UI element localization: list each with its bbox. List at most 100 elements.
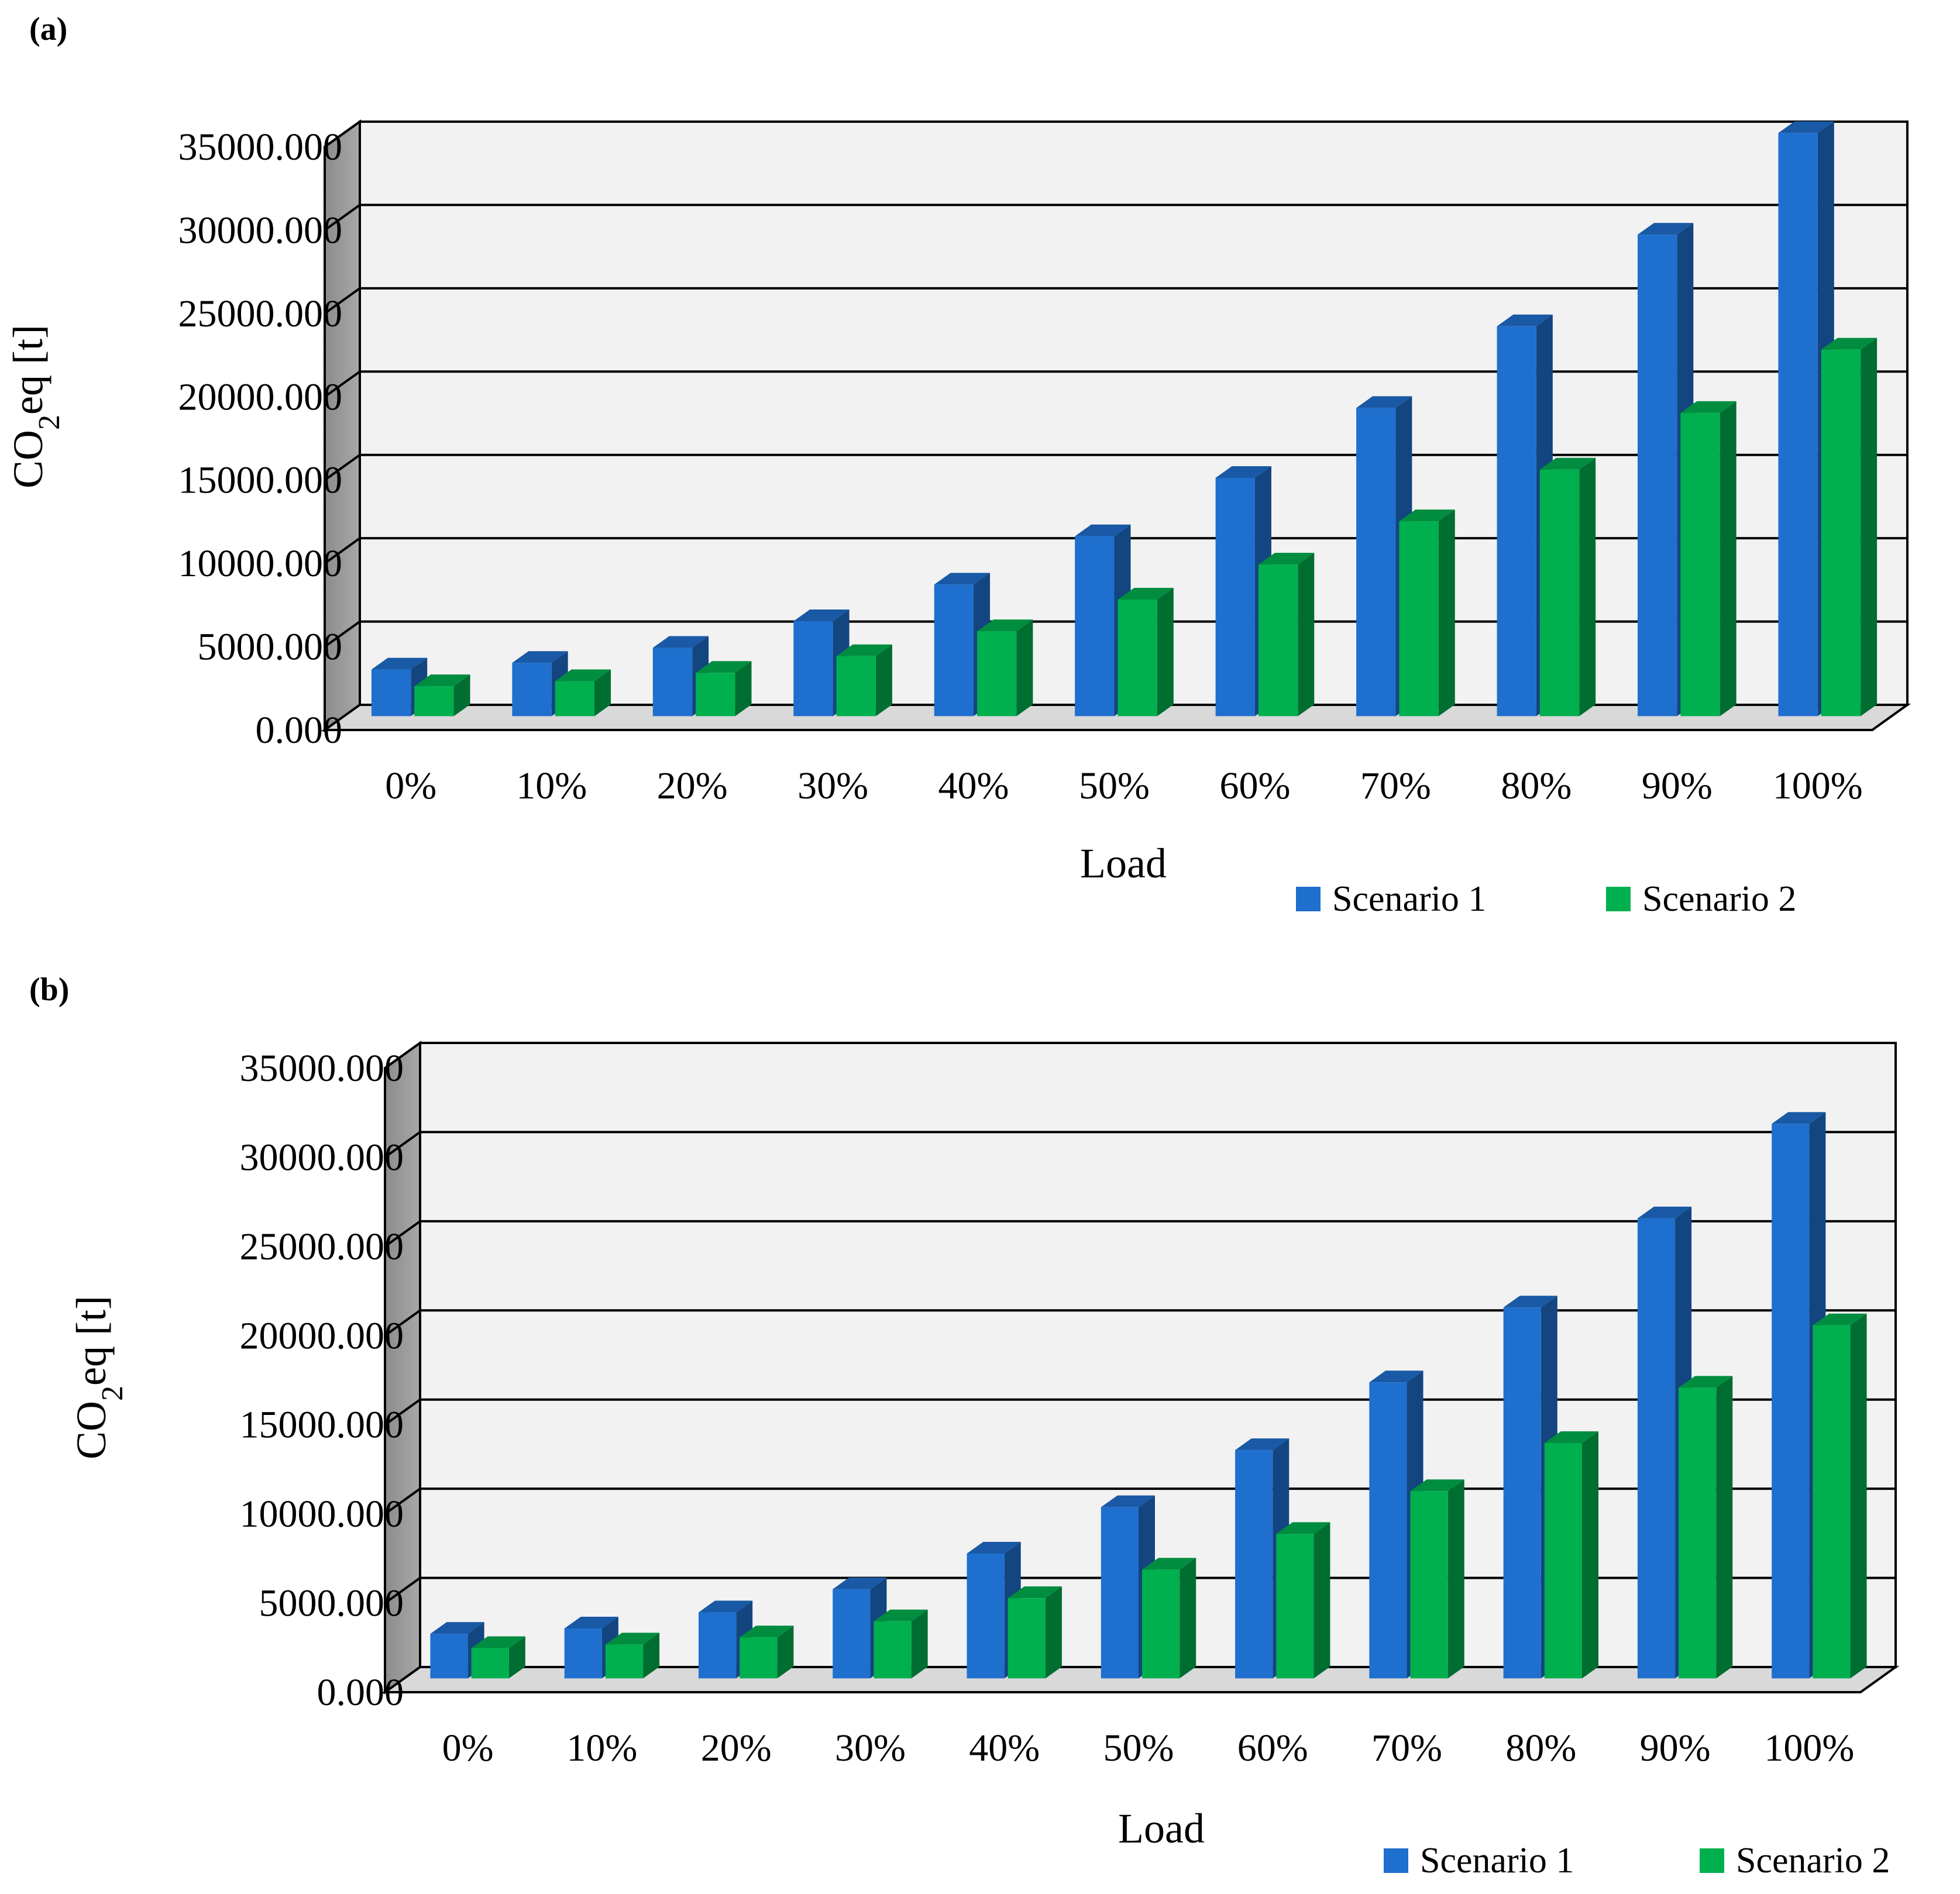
- bar-top-face: [371, 657, 428, 670]
- bar-side-face: [1861, 338, 1878, 717]
- x-tick-labels-a: 0% 10% 20% 30% 40% 50% 60% 70% 80% 90% 100%: [385, 765, 1863, 807]
- x-tick-label-b: 40%: [969, 1727, 1040, 1769]
- bar-front-face: [512, 663, 552, 717]
- bar-top-face: [1142, 1558, 1196, 1570]
- bar-top-face: [1258, 553, 1315, 565]
- side-gridline-b: [384, 1131, 421, 1159]
- bar-top-face: [414, 674, 470, 687]
- x-tick-label-a: 30%: [797, 765, 868, 807]
- x-tick-label-a: 90%: [1642, 765, 1713, 807]
- chart-b: (b) 0.000 5000.000 10000.000 15000.000 20000…: [29, 972, 1900, 1881]
- bar-front-face: [1680, 412, 1720, 717]
- bar-front-face: [1215, 478, 1255, 717]
- y-tick-label-b: 20000.000: [240, 1314, 404, 1357]
- bar-top-face: [1410, 1479, 1464, 1492]
- bar-side-face: [594, 669, 611, 717]
- bar-side-face: [1850, 1313, 1867, 1679]
- bar-top-face: [833, 1577, 887, 1589]
- bar-top-face: [1497, 314, 1553, 326]
- legend-swatch-scenario-1-a: [1296, 887, 1321, 911]
- bar-top-face: [1637, 1206, 1692, 1218]
- bar-side-face: [1045, 1586, 1062, 1679]
- bar-side-face: [777, 1626, 794, 1679]
- x-axis-title-a: Load: [1080, 840, 1167, 887]
- bar-top-face: [1772, 1112, 1826, 1124]
- bar-top-face: [874, 1609, 928, 1621]
- bar-side-face: [1447, 1479, 1464, 1679]
- bar-scenario-2-b: [471, 1636, 525, 1679]
- bar-top-face: [555, 669, 611, 681]
- x-tick-label-b: 80%: [1505, 1727, 1576, 1769]
- bar-top-face: [1369, 1370, 1423, 1383]
- bar-front-face: [414, 686, 454, 717]
- bar-top-face: [934, 573, 991, 585]
- x-axis-title-b: Load: [1118, 1805, 1205, 1852]
- x-tick-label-b: 100%: [1764, 1727, 1854, 1769]
- bar-scenario-2-b: [1142, 1558, 1196, 1679]
- bar-top-face: [652, 636, 709, 648]
- x-tick-label-b: 0%: [442, 1727, 494, 1769]
- bar-top-face: [1276, 1522, 1330, 1534]
- bar-scenario-2-b: [1679, 1376, 1733, 1679]
- bar-front-face: [371, 669, 411, 717]
- bar-front-face: [967, 1553, 1005, 1679]
- y-tick-label-a: 20000.000: [178, 376, 343, 418]
- bar-top-face: [512, 651, 568, 663]
- bar-top-face: [1215, 466, 1271, 478]
- bar-side-face: [1438, 509, 1455, 717]
- bar-top-face: [471, 1636, 525, 1648]
- legend-a: Scenario 1 Scenario 2: [1296, 879, 1796, 919]
- bar-scenario-2-b: [1544, 1431, 1599, 1679]
- bar-scenario-2-a: [1680, 401, 1737, 717]
- bar-scenario-2-a: [1258, 553, 1315, 717]
- bar-front-face: [836, 656, 876, 717]
- bar-front-face: [1399, 521, 1439, 717]
- bar-side-face: [1582, 1431, 1599, 1679]
- bar-front-face: [1276, 1534, 1314, 1679]
- bar-side-face: [875, 644, 892, 717]
- bar-top-face: [1679, 1376, 1733, 1388]
- bar-front-face: [1410, 1491, 1448, 1679]
- bar-scenario-1-b: [1637, 1206, 1692, 1679]
- bar-front-face: [977, 631, 1017, 717]
- legend-label-scenario-1-b: Scenario 1: [1420, 1841, 1574, 1881]
- bar-top-face: [698, 1600, 753, 1613]
- y-axis-title-a: CO2eq [t]: [5, 325, 66, 488]
- bar-scenario-2-a: [1117, 587, 1174, 717]
- bar-front-face: [698, 1612, 737, 1679]
- side-gridline-b: [384, 1042, 421, 1069]
- y-tick-label-a: 15000.000: [178, 459, 343, 502]
- bar-top-face: [1235, 1438, 1290, 1451]
- y-axis-title-b: CO2eq [t]: [68, 1296, 129, 1459]
- bar-side-face: [1720, 401, 1737, 717]
- bar-front-face: [1637, 1218, 1676, 1679]
- y-tick-label-b: 5000.000: [259, 1582, 404, 1625]
- bar-front-face: [1497, 326, 1536, 717]
- bar-scenario-2-a: [414, 674, 470, 717]
- y-tick-label-a: 10000.000: [178, 542, 343, 585]
- bar-side-face: [508, 1636, 525, 1679]
- bar-top-face: [1356, 396, 1412, 408]
- y-tick-label-a: 5000.000: [198, 626, 343, 669]
- side-gridline-a: [324, 120, 361, 148]
- y-tick-label-a: 25000.000: [178, 292, 343, 335]
- bar-front-face: [1772, 1124, 1810, 1679]
- side-gridline-b: [384, 1309, 421, 1337]
- bar-side-face: [1180, 1558, 1196, 1679]
- bar-front-face: [1258, 564, 1298, 717]
- y-tick-label-b: 15000.000: [240, 1404, 404, 1447]
- bar-front-face: [471, 1648, 509, 1679]
- bar-scenario-2-b: [740, 1626, 794, 1679]
- side-gridline-a: [324, 620, 361, 648]
- y-axis-title-sub-b: 2: [96, 1386, 129, 1401]
- bar-top-face: [1778, 121, 1834, 133]
- bar-top-face: [1544, 1431, 1599, 1443]
- plot-area-b: [381, 1041, 1900, 1695]
- side-gridline-b: [384, 1576, 421, 1604]
- bar-scenario-1-b: [1772, 1112, 1826, 1679]
- x-tick-label-a: 50%: [1079, 765, 1150, 807]
- bar-front-face: [934, 584, 974, 717]
- bar-top-face: [836, 644, 892, 656]
- bar-top-face: [793, 609, 850, 621]
- legend-swatch-scenario-1-b: [1384, 1848, 1408, 1873]
